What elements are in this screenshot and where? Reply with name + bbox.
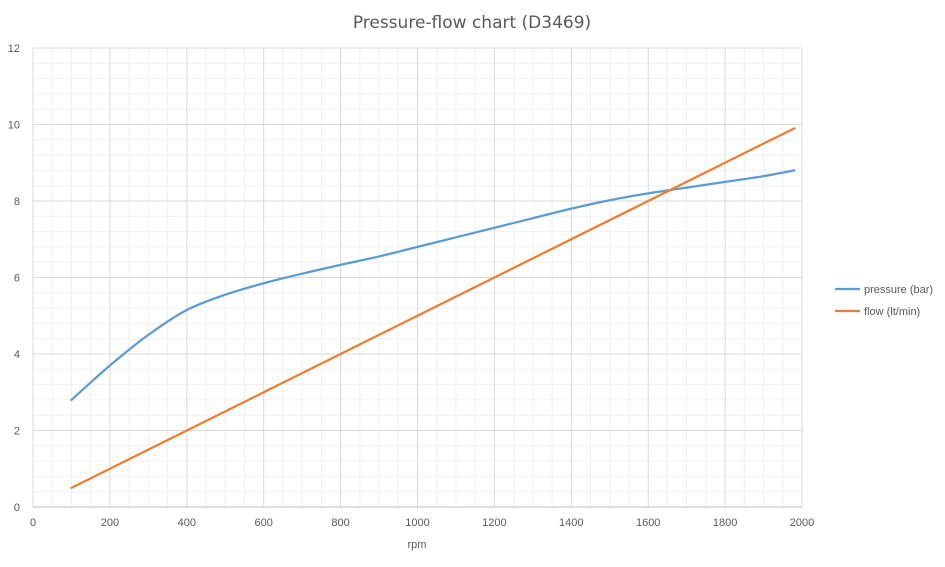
series-lines [70, 127, 796, 489]
x-tick-label: 600 [255, 517, 273, 529]
y-tick-label: 6 [14, 273, 20, 285]
y-tick-label: 2 [14, 426, 20, 438]
y-tick-label: 10 [8, 120, 20, 132]
legend-label: pressure (bar) [864, 284, 933, 296]
x-tick-label: 2000 [790, 517, 814, 529]
x-tick-label: 400 [178, 517, 196, 529]
chart-title: Pressure-flow chart (D3469) [353, 13, 591, 33]
x-tick-label: 1400 [559, 517, 583, 529]
y-tick-label: 0 [14, 502, 20, 514]
y-axis-tick-labels: 0 2 4 6 8 10 12 [8, 43, 20, 514]
x-tick-label: 1000 [405, 517, 429, 529]
x-tick-label: 0 [30, 517, 36, 529]
legend-label: flow (lt/min) [864, 306, 920, 318]
x-tick-label: 1800 [713, 517, 737, 529]
series-line-pressure [70, 169, 796, 402]
x-axis-label: rpm [408, 539, 427, 551]
y-tick-label: 8 [14, 196, 20, 208]
series-line-flow [70, 127, 796, 489]
x-tick-label: 800 [331, 517, 349, 529]
y-tick-label: 12 [8, 43, 20, 55]
x-tick-label: 1600 [636, 517, 660, 529]
x-axis-tick-labels: 0 200 400 600 800 1000 1200 1400 1600 1800 2000 [30, 517, 814, 529]
legend: pressure (bar) flow (lt/min) [835, 284, 933, 318]
x-tick-label: 200 [101, 517, 119, 529]
y-tick-label: 4 [14, 349, 20, 361]
x-tick-label: 1200 [482, 517, 506, 529]
